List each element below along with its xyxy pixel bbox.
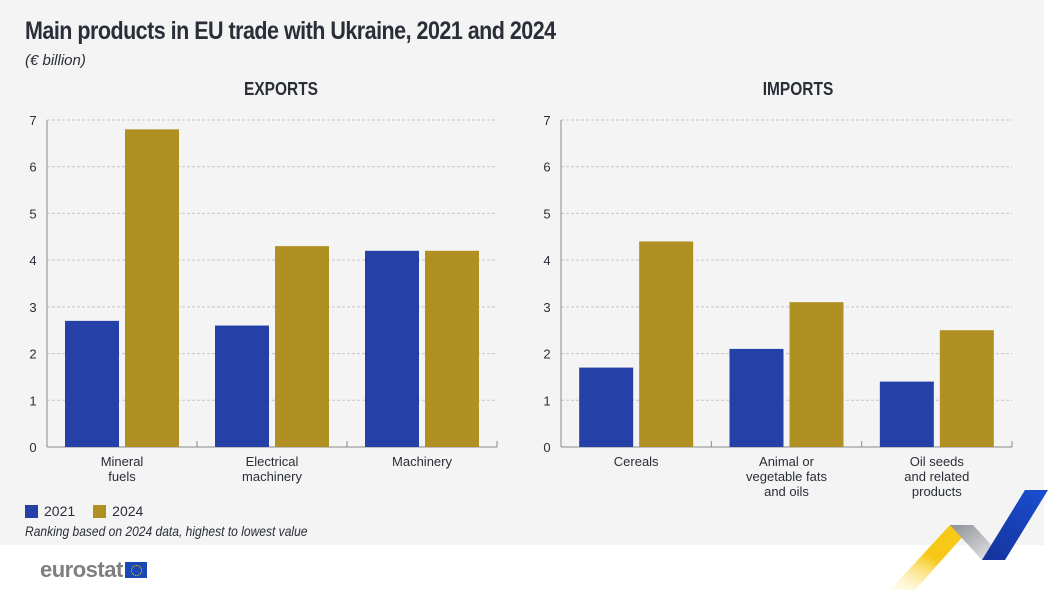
imports-y-tick-label-5: 5 <box>543 206 550 221</box>
imports-y-tick-label-2: 2 <box>543 347 550 362</box>
imports-y-tick-label-6: 6 <box>543 160 550 175</box>
unit-subtitle: (€ billion) <box>25 52 86 69</box>
imports-category-label-line: products <box>912 484 962 499</box>
exports-y-tick-label-7: 7 <box>29 113 36 128</box>
ranking-note: Ranking based on 2024 data, highest to l… <box>25 523 308 539</box>
legend-swatch-2021 <box>25 504 38 518</box>
exports-category-label-line: machinery <box>242 469 302 484</box>
imports-category-label-line: and related <box>904 469 969 484</box>
exports-category-label-line: fuels <box>108 469 136 484</box>
exports-bar-2024-2 <box>425 250 479 447</box>
imports-category-label-line: vegetable fats <box>746 469 827 484</box>
exports-category-label-line: Machinery <box>392 454 452 469</box>
exports-y-tick-label-2: 2 <box>29 347 36 362</box>
exports-chart-title: EXPORTS <box>244 79 319 99</box>
exports-category-label-line: Electrical <box>246 454 299 469</box>
imports-bar-2024-1 <box>789 302 844 447</box>
imports-y-tick-label-7: 7 <box>543 113 550 128</box>
legend-label-2024: 2024 <box>112 503 144 519</box>
yellow-ribbon <box>890 525 973 590</box>
imports-category-label-line: Oil seeds <box>910 454 965 469</box>
imports-chart-title: IMPORTS <box>762 79 834 99</box>
imports-bar-2024-0 <box>639 241 694 447</box>
imports-category-label-line: Animal or <box>759 454 815 469</box>
eurostat-logo: eurostat <box>40 557 147 583</box>
exports-bar-2021-0 <box>65 320 119 447</box>
exports-category-label-line: Mineral <box>101 454 144 469</box>
imports-y-tick-label-3: 3 <box>543 300 550 315</box>
legend-label-2021: 2021 <box>44 503 76 519</box>
imports-bar-2021-1 <box>729 348 784 447</box>
imports-y-tick-label-4: 4 <box>543 253 550 268</box>
page-title: Main products in EU trade with Ukraine, … <box>25 17 556 45</box>
exports-y-tick-label-6: 6 <box>29 160 36 175</box>
exports-category-label-1: Electrical machinery <box>242 454 302 484</box>
imports-bar-2024-2 <box>939 330 994 447</box>
legend-item-2024: 2024 <box>93 503 143 519</box>
imports-category-label-2: Oil seeds and related products <box>904 454 969 499</box>
exports-category-label-2: Machinery <box>392 454 452 469</box>
exports-y-tick-label-4: 4 <box>29 253 36 268</box>
blue-ribbon <box>982 490 1048 560</box>
exports-y-tick-label-5: 5 <box>29 206 36 221</box>
imports-category-label-line: and oils <box>764 484 809 499</box>
exports-category-label-0: Mineral fuels <box>101 454 144 484</box>
exports-y-tick-label-0: 0 <box>29 440 36 455</box>
imports-category-label-line: Cereals <box>614 454 659 469</box>
logo-text: eurostat <box>40 557 123 582</box>
exports-bar-2021-1 <box>215 325 269 447</box>
exports-bar-2024-0 <box>125 129 179 448</box>
exports-y-tick-label-1: 1 <box>29 393 36 408</box>
imports-y-tick-label-1: 1 <box>543 393 550 408</box>
ribbon-decoration-icon <box>890 490 1048 590</box>
legend-item-2021: 2021 <box>25 503 75 519</box>
imports-bar-2021-2 <box>879 381 934 447</box>
eu-flag-icon <box>124 562 147 578</box>
imports-category-label-0: Cereals <box>614 454 659 469</box>
imports-category-label-1: Animal or vegetable fats and oils <box>746 454 827 499</box>
exports-y-tick-label-3: 3 <box>29 300 36 315</box>
exports-bar-2024-1 <box>275 246 329 447</box>
legend: 2021 2024 <box>25 503 161 519</box>
imports-bar-2021-0 <box>579 367 634 447</box>
imports-y-tick-label-0: 0 <box>543 440 550 455</box>
exports-bar-2021-2 <box>365 250 419 447</box>
legend-swatch-2024 <box>93 504 107 518</box>
